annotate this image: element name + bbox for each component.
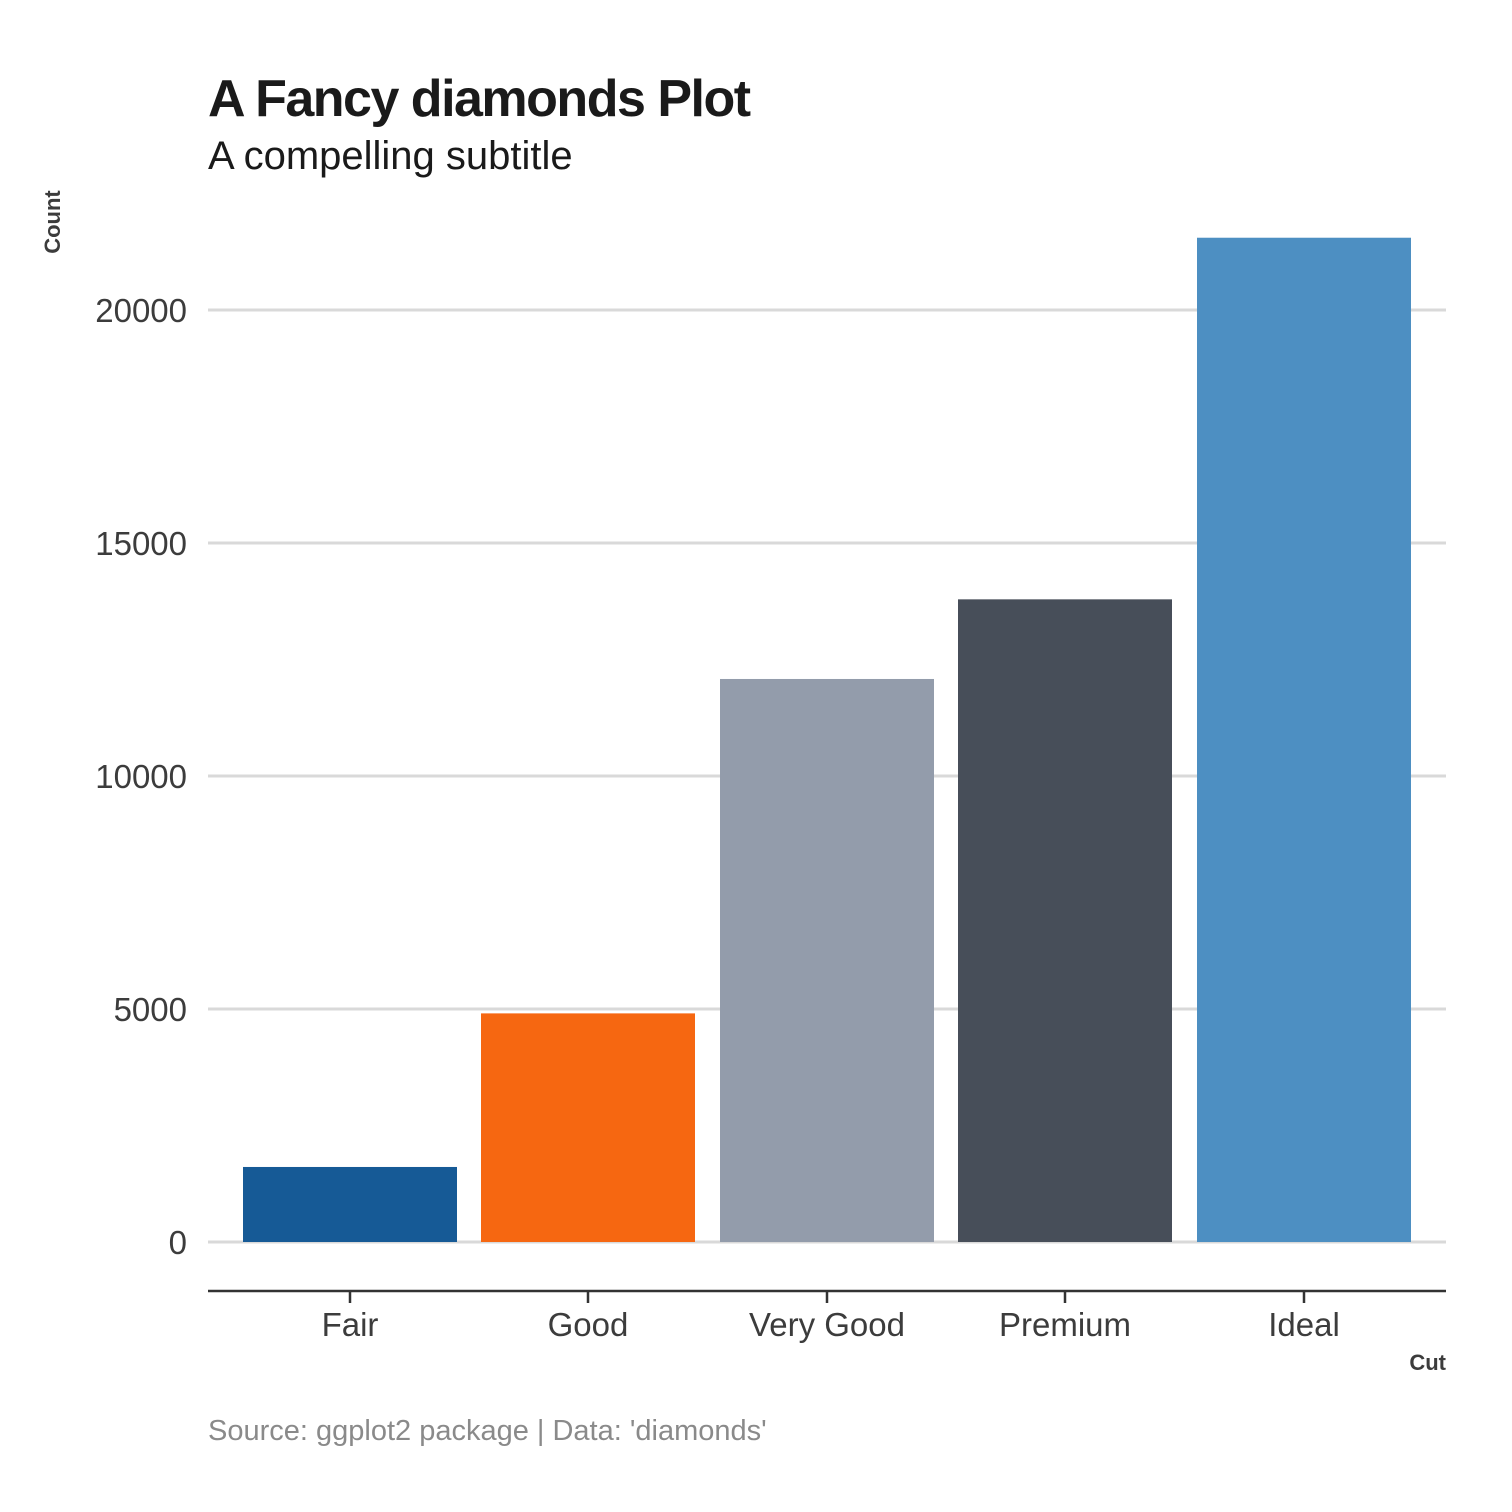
x-tick-label: Good — [548, 1306, 629, 1343]
bar — [720, 678, 934, 1242]
chart-title: A Fancy diamonds Plot — [208, 70, 751, 128]
x-tick-label: Premium — [999, 1306, 1131, 1343]
bar — [481, 1013, 695, 1242]
y-axis-title: Count — [40, 190, 65, 254]
x-tick-label: Fair — [322, 1306, 379, 1343]
y-tick-labels: 0 5000 10000 15000 20000 — [95, 292, 187, 1261]
x-tick-label: Ideal — [1268, 1306, 1340, 1343]
y-tick-label: 0 — [169, 1224, 187, 1261]
bars — [243, 237, 1411, 1243]
y-tick-label: 5000 — [114, 991, 187, 1028]
chart-subtitle: A compelling subtitle — [208, 134, 573, 178]
chart-caption: Source: ggplot2 package | Data: 'diamond… — [208, 1415, 767, 1447]
bar — [958, 599, 1172, 1242]
bar — [1197, 237, 1411, 1243]
x-tick-label: Very Good — [749, 1306, 905, 1343]
x-ticks: Fair Good Very Good Premium Ideal — [322, 1291, 1340, 1343]
y-tick-label: 10000 — [95, 758, 187, 795]
y-tick-label: 15000 — [95, 525, 187, 562]
bar — [243, 1166, 457, 1242]
y-tick-label: 20000 — [95, 292, 187, 329]
x-axis-title: Cut — [1409, 1350, 1446, 1375]
